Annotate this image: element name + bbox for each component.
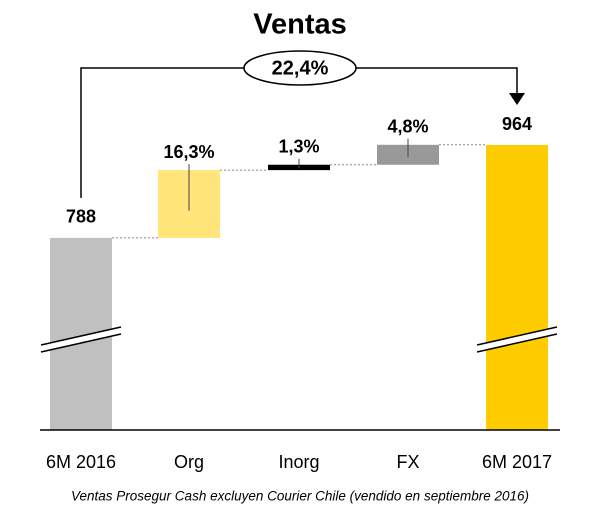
value-label: 964 xyxy=(502,114,532,134)
axis-break-line xyxy=(40,326,122,346)
chart-title: Ventas xyxy=(253,9,347,41)
axis-break xyxy=(41,327,121,352)
x-tick-label: 6M 2016 xyxy=(46,452,116,472)
x-tick-label: FX xyxy=(396,452,419,472)
value-label: 788 xyxy=(66,207,96,227)
growth-label: 16,3% xyxy=(163,142,214,162)
axis-break xyxy=(477,327,557,352)
growth-label: 4,8% xyxy=(387,117,428,137)
growth-bubble xyxy=(243,50,357,86)
growth-label: 1,3% xyxy=(278,136,319,156)
bar xyxy=(486,145,548,430)
x-tick-label: 6M 2017 xyxy=(482,452,552,472)
total-growth-label: 22,4% xyxy=(272,57,329,79)
axis-break-line xyxy=(476,326,558,346)
axis-break-line xyxy=(40,333,122,353)
footnote: Ventas Prosegur Cash excluyen Courier Ch… xyxy=(71,489,529,504)
axis-break-line xyxy=(476,333,558,353)
growth-arrow xyxy=(80,67,518,198)
x-tick-label: Org xyxy=(174,452,204,472)
x-tick-label: Inorg xyxy=(278,452,319,472)
arrow-head xyxy=(509,93,525,105)
